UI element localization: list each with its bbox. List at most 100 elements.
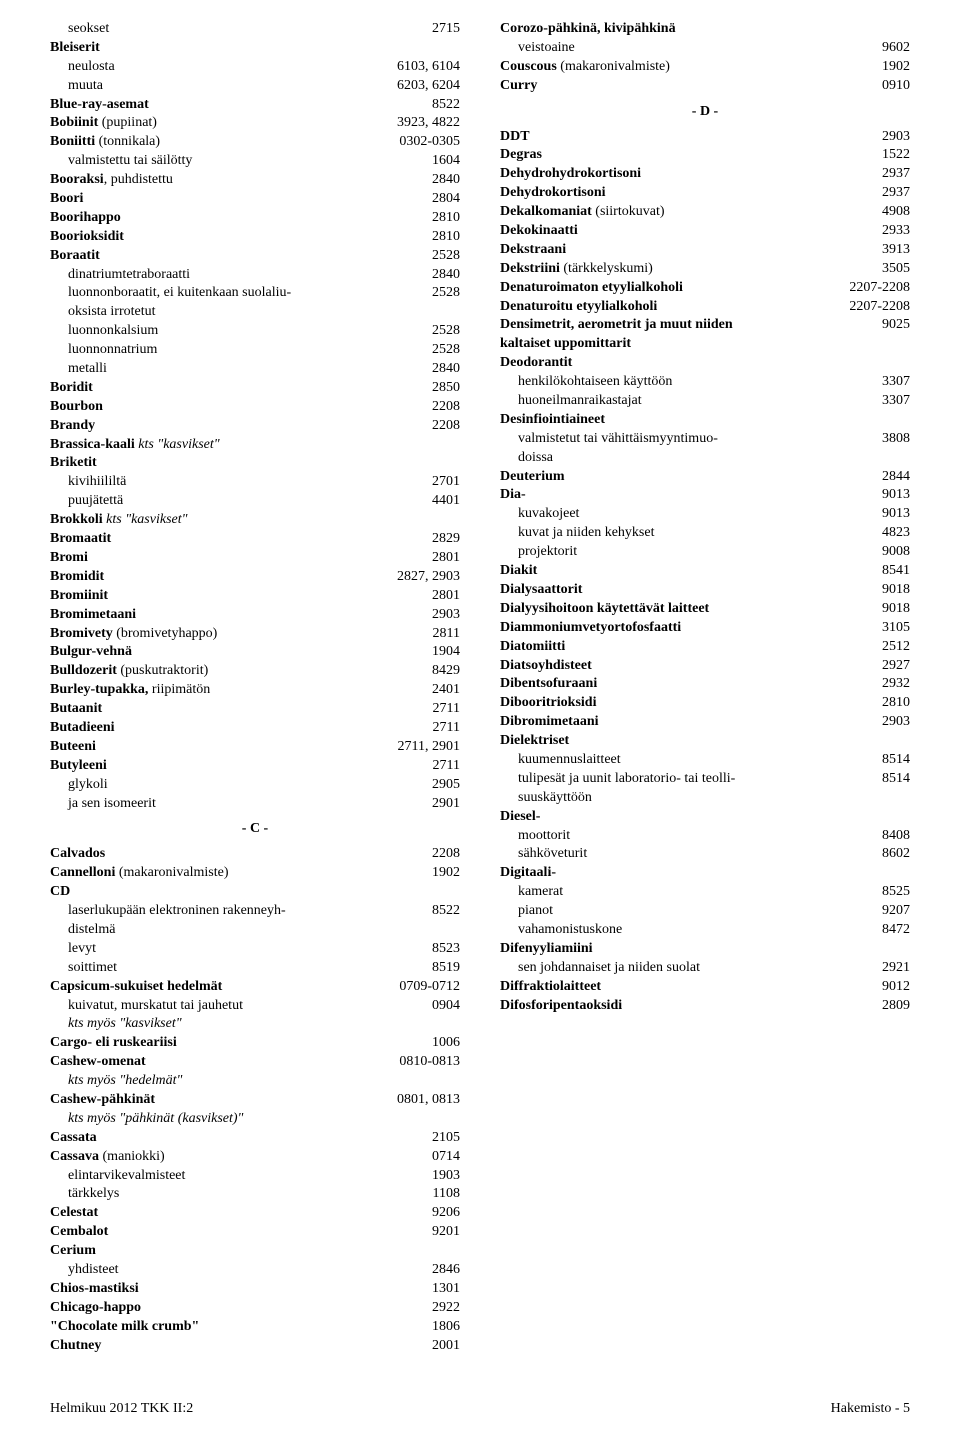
entry-value: 2810 <box>882 694 910 713</box>
entry-value: 9206 <box>432 1204 460 1223</box>
entry-label: Deuterium <box>500 468 882 487</box>
entry-value: 2001 <box>432 1337 460 1356</box>
entry-value: 8514 <box>882 770 910 789</box>
entry-label: Digitaali- <box>500 864 910 883</box>
entry-label: Degras <box>500 146 882 165</box>
entry-value: 2922 <box>432 1299 460 1318</box>
index-entry: neulosta6103, 6104 <box>50 58 460 77</box>
entry-label: Burley-tupakka, riipimätön <box>50 681 432 700</box>
index-entry: luonnonkalsium2528 <box>50 322 460 341</box>
entry-label: Buteeni <box>50 738 398 757</box>
entry-label: Chicago-happo <box>50 1299 432 1318</box>
index-entry: oksista irrotetut <box>50 303 460 322</box>
index-entry: kuumennuslaitteet8514 <box>500 751 910 770</box>
entry-value: 0709-0712 <box>399 978 460 997</box>
entry-label: Boniitti (tonnikala) <box>50 133 399 152</box>
entry-label: Dekalkomaniat (siirtokuvat) <box>500 203 882 222</box>
entry-label: Denaturoitu etyylialkoholi <box>500 298 849 317</box>
entry-label: Bobiinit (pupiinat) <box>50 114 397 133</box>
entry-label: Chutney <box>50 1337 432 1356</box>
index-entry: Cashew-omenat0810-0813 <box>50 1053 460 1072</box>
entry-label: Blue-ray-asemat <box>50 96 432 115</box>
index-entry: Curry0910 <box>500 77 910 96</box>
entry-label: Bulgur-vehnä <box>50 643 432 662</box>
index-entry: Dibromimetaani2903 <box>500 713 910 732</box>
entry-label: Diesel- <box>500 808 910 827</box>
index-entry: kuivatut, murskatut tai jauhetut0904 <box>50 997 460 1016</box>
entry-value: 2921 <box>882 959 910 978</box>
index-entry: Bromiinit2801 <box>50 587 460 606</box>
entry-value: 9025 <box>882 316 910 335</box>
index-entry: luonnonnatrium2528 <box>50 341 460 360</box>
entry-value: 2827, 2903 <box>397 568 460 587</box>
index-entry: Dialysaattorit9018 <box>500 581 910 600</box>
entry-label: Deodorantit <box>500 354 910 373</box>
entry-label: henkilökohtaiseen käyttöön <box>500 373 882 392</box>
entry-label: valmistettu tai säilötty <box>50 152 432 171</box>
entry-label: Dia- <box>500 486 882 505</box>
entry-value: 8523 <box>432 940 460 959</box>
entry-label: Dehydrokortisoni <box>500 184 882 203</box>
index-entry: sähköveturit8602 <box>500 845 910 864</box>
entry-label: kts myös "kasvikset" <box>50 1015 460 1034</box>
section-header: - C - <box>50 821 460 837</box>
index-entry: Diatomiitti2512 <box>500 638 910 657</box>
entry-value: 2528 <box>432 341 460 360</box>
index-entry: Blue-ray-asemat8522 <box>50 96 460 115</box>
entry-value: 3913 <box>882 241 910 260</box>
entry-label: kts myös "pähkinät (kasvikset)" <box>50 1110 460 1129</box>
index-entry: luonnonboraatit, ei kuitenkaan suolaliu-… <box>50 284 460 303</box>
entry-label: Bleiserit <box>50 39 460 58</box>
entry-value: 9207 <box>882 902 910 921</box>
entry-label: Bromidit <box>50 568 397 587</box>
entry-value: 8541 <box>882 562 910 581</box>
entry-value: 2701 <box>432 473 460 492</box>
index-entry: Boorihappo2810 <box>50 209 460 228</box>
entry-value: 2105 <box>432 1129 460 1148</box>
entry-value: 1902 <box>432 864 460 883</box>
index-entry: Briketit <box>50 454 460 473</box>
entry-label: distelmä <box>50 921 460 940</box>
entry-label: luonnonnatrium <box>50 341 432 360</box>
index-entry: Bulldozerit (puskutraktorit)8429 <box>50 662 460 681</box>
index-entry: muuta6203, 6204 <box>50 77 460 96</box>
entry-label: Diatsoyhdisteet <box>500 657 882 676</box>
entry-label: Boorioksidit <box>50 228 432 247</box>
entry-value: 2809 <box>882 997 910 1016</box>
entry-value: 8472 <box>882 921 910 940</box>
entry-label: Cannelloni (makaronivalmiste) <box>50 864 432 883</box>
entry-label: levyt <box>50 940 432 959</box>
index-entry: Boorioksidit2810 <box>50 228 460 247</box>
entry-label: ja sen isomeerit <box>50 795 432 814</box>
index-entry: levyt8523 <box>50 940 460 959</box>
index-entry: Deodorantit <box>500 354 910 373</box>
entry-value: 2207-2208 <box>849 298 910 317</box>
entry-label: valmistetut tai vähittäismyyntimuo- <box>500 430 882 449</box>
entry-value: 1806 <box>432 1318 460 1337</box>
index-entry: Boridit2850 <box>50 379 460 398</box>
footer-right: Hakemisto - 5 <box>831 1401 910 1417</box>
index-entry: Calvados2208 <box>50 845 460 864</box>
entry-label: Boorihappo <box>50 209 432 228</box>
entry-label: Bromiinit <box>50 587 432 606</box>
entry-value: 2903 <box>882 128 910 147</box>
index-entry: Cassava (maniokki)0714 <box>50 1148 460 1167</box>
index-entry: DDT2903 <box>500 128 910 147</box>
index-entry: kuvakojeet9013 <box>500 505 910 524</box>
index-entry: Capsicum-sukuiset hedelmät0709-0712 <box>50 978 460 997</box>
entry-value: 2903 <box>432 606 460 625</box>
index-entry: Denaturoitu etyylialkoholi2207-2208 <box>500 298 910 317</box>
entry-value: 2528 <box>432 322 460 341</box>
entry-label: Chios-mastiksi <box>50 1280 432 1299</box>
index-entry: Brokkoli kts "kasvikset" <box>50 511 460 530</box>
index-entry: Difenyyliamiini <box>500 940 910 959</box>
entry-label: Dibentsofuraani <box>500 675 882 694</box>
entry-value: 2512 <box>882 638 910 657</box>
entry-value: 3307 <box>882 392 910 411</box>
entry-label: Cerium <box>50 1242 460 1261</box>
entry-label: "Chocolate milk crumb" <box>50 1318 432 1337</box>
entry-label: Boori <box>50 190 432 209</box>
entry-label: Curry <box>500 77 882 96</box>
entry-value: 2937 <box>882 184 910 203</box>
entry-label: Boridit <box>50 379 432 398</box>
